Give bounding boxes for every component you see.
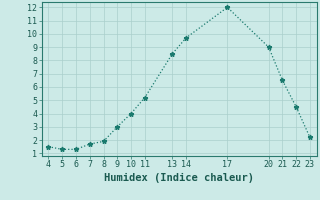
X-axis label: Humidex (Indice chaleur): Humidex (Indice chaleur) (104, 173, 254, 183)
